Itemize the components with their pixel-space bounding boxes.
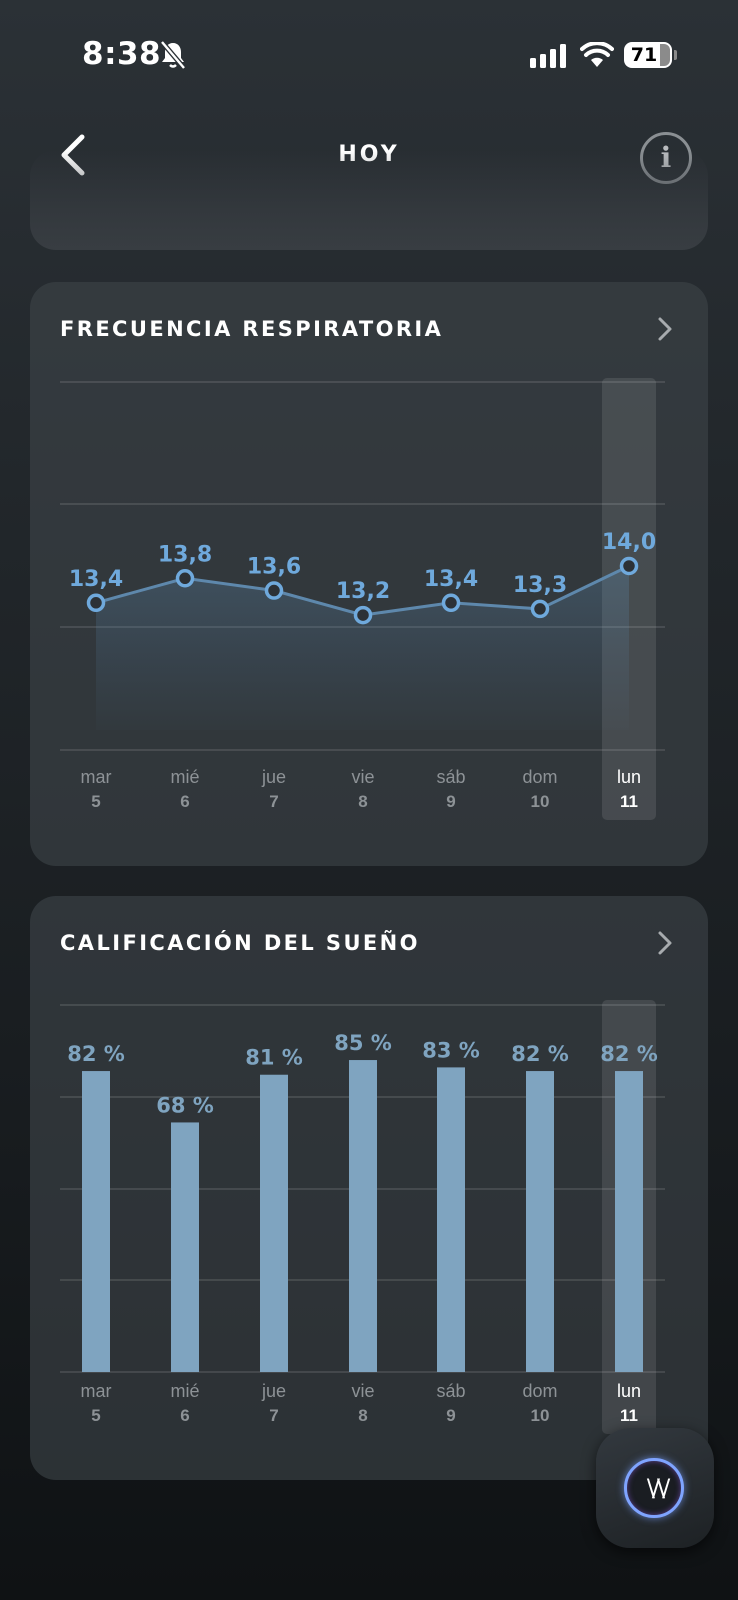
battery-tip (674, 50, 677, 60)
assistant-button[interactable]: \/\/ (596, 1428, 714, 1548)
assistant-icon: \/\/ (624, 1458, 684, 1518)
data-point (86, 593, 106, 613)
bar (437, 1067, 465, 1372)
x-tick-date: 5 (91, 792, 100, 811)
x-tick-day: vie (351, 767, 374, 787)
previous-card-fragment (30, 150, 708, 250)
data-label: 81 % (245, 1046, 303, 1070)
battery-level: 71 (630, 44, 658, 66)
data-label: 13,8 (158, 542, 212, 567)
data-label: 13,4 (424, 567, 478, 592)
x-tick-date: 8 (358, 792, 367, 811)
data-label: 68 % (156, 1093, 214, 1117)
x-tick-day: vie (351, 1381, 374, 1401)
x-tick-day: sáb (436, 767, 465, 787)
sleep-score-card[interactable]: CALIFICACIÓN DEL SUEÑO mar 5 mié 6 jue 7 vie 8 s… (30, 896, 708, 1480)
x-tick-date: 9 (446, 1406, 455, 1425)
x-tick-day: dom (522, 1381, 557, 1401)
respiratory-rate-chart: mar 5 mié 6 jue 7 vie 8 sáb 9 dom 10 lun 11 13,4 13,8 13… (60, 378, 665, 820)
status-bar: 8:38 71 (0, 0, 738, 100)
data-label: 13,2 (336, 579, 390, 604)
data-label: 82 % (600, 1042, 658, 1066)
battery-empty-segment (660, 44, 670, 66)
x-tick-date: 5 (91, 1406, 100, 1425)
x-tick-date: 10 (531, 792, 550, 811)
x-tick-day: mar (81, 1381, 112, 1401)
data-label: 85 % (334, 1031, 392, 1055)
data-point (530, 599, 550, 619)
bar (171, 1122, 199, 1372)
data-point (264, 581, 284, 600)
data-label: 83 % (422, 1038, 480, 1062)
data-point (619, 556, 639, 576)
x-tick-date: 10 (531, 1406, 550, 1425)
x-tick-day: sáb (436, 1381, 465, 1401)
respiratory-rate-card[interactable]: FRECUENCIA RESPIRATORIA mar 5 mié 6 jue 7 vie 8… (30, 282, 708, 866)
x-tick-day: mar (81, 767, 112, 787)
data-label: 82 % (67, 1042, 125, 1066)
data-label: 13,6 (247, 555, 301, 580)
x-tick-day: lun (617, 767, 641, 787)
wifi-icon (580, 42, 614, 67)
x-tick-date: 11 (620, 792, 638, 811)
x-tick-day: lun (617, 1381, 641, 1401)
bar (615, 1071, 643, 1372)
chevron-right-icon[interactable] (654, 928, 676, 958)
assistant-glyph: \/\/ (646, 1474, 670, 1502)
x-tick-day: dom (522, 767, 557, 787)
card-title: FRECUENCIA RESPIRATORIA (60, 317, 444, 341)
status-time: 8:38 (82, 36, 162, 72)
data-point (441, 593, 461, 613)
data-label: 13,3 (513, 573, 567, 598)
x-tick-date: 7 (269, 792, 278, 811)
x-tick-date: 8 (358, 1406, 367, 1425)
x-tick-date: 9 (446, 792, 455, 811)
data-label: 82 % (511, 1042, 569, 1066)
bell-slash-icon (160, 40, 186, 70)
data-point (353, 605, 373, 625)
cellular-signal-icon (530, 44, 566, 68)
x-tick-day: jue (261, 767, 286, 787)
bar (82, 1071, 110, 1372)
battery-icon: 71 (624, 42, 672, 68)
bar (349, 1060, 377, 1372)
sleep-score-chart: mar 5 mié 6 jue 7 vie 8 sáb 9 dom 10 lun 11 82 % 68 % 81… (60, 1000, 665, 1434)
x-tick-day: mié (170, 767, 199, 787)
x-tick-date: 7 (269, 1406, 278, 1425)
x-tick-day: jue (261, 1381, 286, 1401)
data-label: 14,0 (602, 530, 656, 555)
x-tick-date: 11 (620, 1406, 638, 1425)
bar (526, 1071, 554, 1372)
chevron-right-icon[interactable] (654, 314, 676, 344)
x-tick-day: mié (170, 1381, 199, 1401)
data-point (175, 569, 195, 588)
card-title: CALIFICACIÓN DEL SUEÑO (60, 931, 420, 955)
x-tick-date: 6 (180, 792, 189, 811)
x-tick-date: 6 (180, 1406, 189, 1425)
data-label: 13,4 (69, 567, 123, 592)
bar (260, 1074, 288, 1372)
